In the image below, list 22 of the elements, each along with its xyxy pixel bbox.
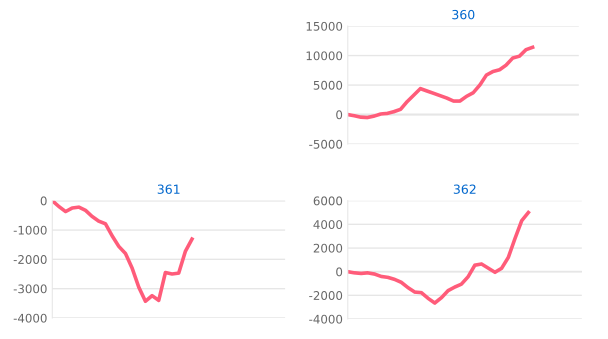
y-tick-label: 15000: [306, 22, 342, 31]
y-tick-label: -4000: [14, 314, 47, 323]
y-tick-label: 4000: [313, 220, 342, 230]
chart-title: 362: [454, 184, 476, 194]
y-tick-label: 5000: [314, 80, 342, 90]
chart-title: 361: [158, 184, 180, 194]
y-tick-label: -1000: [14, 226, 47, 235]
line-series: [348, 46, 534, 120]
y-tick-label: 10000: [306, 51, 342, 60]
y-tick-label: -5000: [309, 140, 342, 149]
y-tick-label: -3000: [14, 284, 47, 294]
y-tick-label: -4000: [309, 314, 342, 324]
y-tick-label: 0: [336, 267, 342, 276]
y-tick-label: 0: [336, 110, 342, 120]
line-series: [348, 210, 530, 305]
chart-title: 360: [452, 10, 474, 20]
y-tick-label: -2000: [14, 255, 47, 264]
line-series: [52, 200, 194, 304]
y-tick-label: 2000: [314, 244, 342, 253]
y-tick-label: -2000: [309, 291, 342, 300]
y-tick-label: 6000: [314, 196, 342, 206]
y-tick-label: 0: [40, 196, 47, 206]
